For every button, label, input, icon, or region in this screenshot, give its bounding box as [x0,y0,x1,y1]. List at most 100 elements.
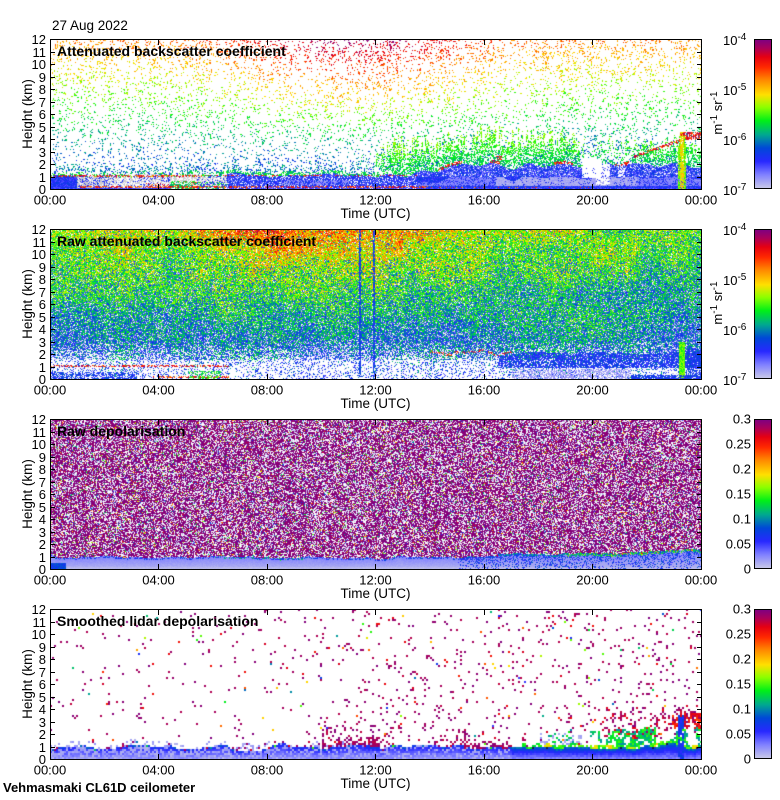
svg-text:10-6: 10-6 [723,322,747,338]
svg-text:11: 11 [33,45,47,60]
svg-text:0.05: 0.05 [726,727,751,742]
svg-text:2: 2 [39,347,46,362]
svg-text:10: 10 [32,627,46,642]
svg-text:Height (km): Height (km) [20,459,35,529]
svg-text:20:00: 20:00 [576,383,609,398]
svg-text:9: 9 [39,260,46,275]
svg-text:0.25: 0.25 [726,627,751,642]
svg-text:5: 5 [39,120,46,135]
svg-text:3: 3 [39,335,46,350]
svg-text:0: 0 [39,182,46,197]
svg-text:1: 1 [39,550,46,565]
svg-text:20:00: 20:00 [576,763,609,778]
svg-text:08:00: 08:00 [251,193,284,208]
svg-text:7: 7 [39,95,46,110]
svg-text:10: 10 [32,437,46,452]
svg-text:0.2: 0.2 [733,462,751,477]
svg-text:10: 10 [32,247,46,262]
svg-text:16:00: 16:00 [468,763,501,778]
svg-text:2: 2 [39,727,46,742]
svg-text:0: 0 [744,752,751,767]
svg-text:10-7: 10-7 [723,182,747,198]
svg-text:00:00: 00:00 [34,763,67,778]
svg-text:12:00: 12:00 [359,383,392,398]
svg-text:4: 4 [39,702,46,717]
svg-text:2: 2 [39,157,46,172]
svg-text:4: 4 [39,512,46,527]
svg-text:8: 8 [39,82,46,97]
svg-text:12:00: 12:00 [359,763,392,778]
svg-text:27 Aug 2022: 27 Aug 2022 [52,18,128,33]
svg-text:12: 12 [32,222,46,237]
svg-text:Time (UTC): Time (UTC) [341,776,411,791]
svg-text:11: 11 [33,615,47,630]
svg-text:2: 2 [39,537,46,552]
svg-text:Time (UTC): Time (UTC) [341,586,411,601]
svg-text:00:00: 00:00 [685,383,718,398]
svg-text:00:00: 00:00 [34,573,67,588]
svg-text:10-7: 10-7 [723,372,747,388]
svg-text:0: 0 [39,752,46,767]
svg-text:08:00: 08:00 [251,383,284,398]
svg-text:10-5: 10-5 [723,272,747,288]
svg-text:0.05: 0.05 [726,537,751,552]
svg-text:Height (km): Height (km) [20,269,35,339]
svg-text:Raw depolarisation: Raw depolarisation [57,423,185,439]
svg-text:00:00: 00:00 [685,573,718,588]
svg-text:12: 12 [32,602,46,617]
svg-text:Height (km): Height (km) [20,649,35,719]
svg-text:10-6: 10-6 [723,132,747,148]
svg-text:0.3: 0.3 [733,602,751,617]
svg-text:0.1: 0.1 [733,512,751,527]
svg-text:0.15: 0.15 [726,487,751,502]
svg-text:9: 9 [39,640,46,655]
svg-text:12:00: 12:00 [359,193,392,208]
svg-text:12: 12 [32,32,46,47]
svg-text:0.3: 0.3 [733,412,751,427]
svg-text:0.15: 0.15 [726,677,751,692]
svg-text:5: 5 [39,690,46,705]
svg-text:1: 1 [39,740,46,755]
svg-text:04:00: 04:00 [142,383,175,398]
svg-text:00:00: 00:00 [685,763,718,778]
svg-text:04:00: 04:00 [142,573,175,588]
svg-text:12: 12 [32,412,46,427]
svg-text:1: 1 [39,170,46,185]
svg-text:12:00: 12:00 [359,573,392,588]
svg-text:0.25: 0.25 [726,437,751,452]
svg-text:8: 8 [39,272,46,287]
svg-text:6: 6 [39,297,46,312]
svg-text:6: 6 [39,107,46,122]
svg-text:0: 0 [744,562,751,577]
svg-text:4: 4 [39,322,46,337]
svg-text:9: 9 [39,70,46,85]
svg-text:0.2: 0.2 [733,652,751,667]
svg-text:08:00: 08:00 [251,763,284,778]
svg-text:20:00: 20:00 [576,193,609,208]
svg-text:1: 1 [39,360,46,375]
svg-text:16:00: 16:00 [468,383,501,398]
svg-text:3: 3 [39,715,46,730]
svg-text:7: 7 [39,285,46,300]
svg-text:08:00: 08:00 [251,573,284,588]
svg-text:7: 7 [39,475,46,490]
svg-text:Time (UTC): Time (UTC) [341,206,411,221]
svg-text:0: 0 [39,562,46,577]
svg-text:Vehmasmaki CL61D ceilometer: Vehmasmaki CL61D ceilometer [3,780,195,795]
svg-text:3: 3 [39,525,46,540]
svg-text:16:00: 16:00 [468,193,501,208]
svg-text:10-4: 10-4 [723,32,747,48]
svg-text:8: 8 [39,462,46,477]
svg-text:Attenuated backscatter coeffic: Attenuated backscatter coefficient [57,43,286,59]
svg-text:7: 7 [39,665,46,680]
svg-text:0: 0 [39,372,46,387]
svg-text:10-4: 10-4 [723,222,747,238]
svg-text:16:00: 16:00 [468,573,501,588]
svg-text:5: 5 [39,500,46,515]
svg-text:00:00: 00:00 [34,193,67,208]
svg-text:0.1: 0.1 [733,702,751,717]
svg-text:6: 6 [39,677,46,692]
svg-text:04:00: 04:00 [142,193,175,208]
svg-text:4: 4 [39,132,46,147]
svg-text:8: 8 [39,652,46,667]
